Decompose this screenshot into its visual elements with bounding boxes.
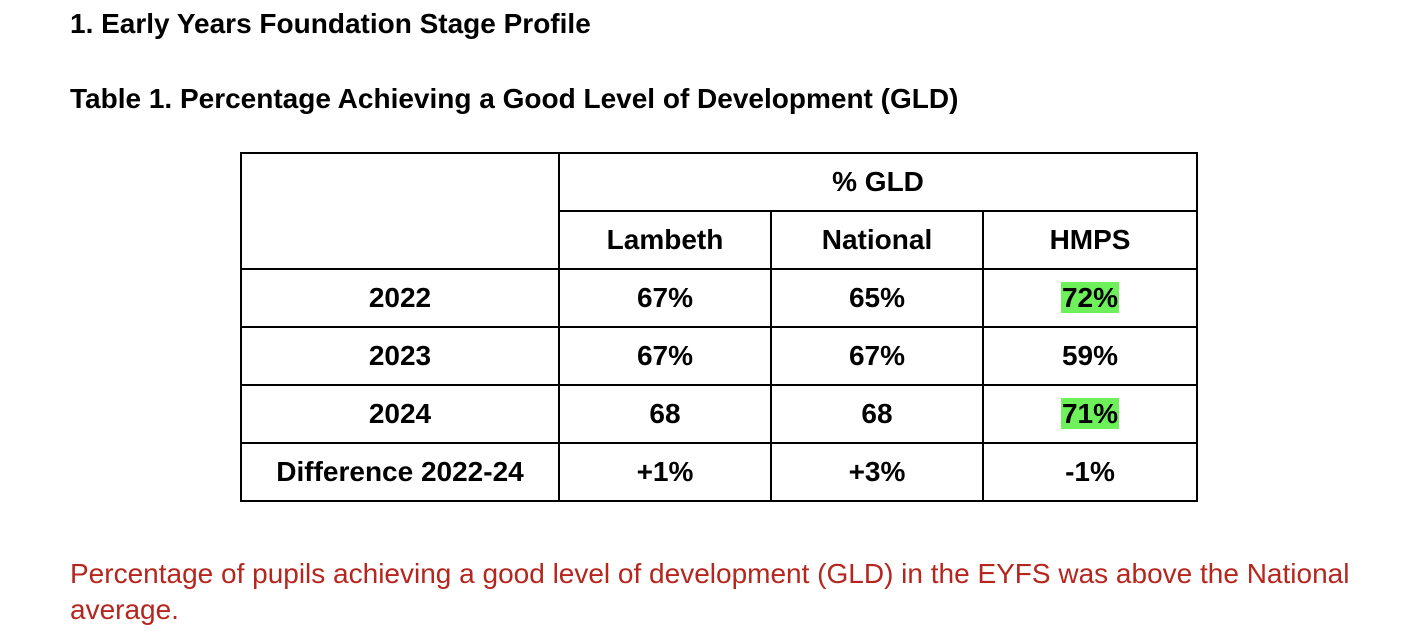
group-header-cell: % GLD (557, 152, 1199, 212)
cell-lambeth: +1% (558, 442, 772, 502)
row-label: 2023 (240, 326, 560, 386)
row-label: 2024 (240, 384, 560, 444)
gld-table: % GLD Lambeth National HMPS 2022 67% 65%… (240, 152, 1199, 502)
cell-lambeth: 68 (558, 384, 772, 444)
summary-note: Percentage of pupils achieving a good le… (70, 558, 1350, 625)
column-header-national: National (770, 210, 984, 270)
section-heading: 1. Early Years Foundation Stage Profile (70, 8, 591, 39)
table-row: Difference 2022-24 +1% +3% -1% (240, 442, 1199, 502)
cell-hmps: -1% (981, 442, 1199, 502)
column-header-lambeth: Lambeth (558, 210, 772, 270)
table-subheader-row: Lambeth National HMPS (241, 210, 1199, 270)
table-row: 2023 67% 67% 59% (240, 326, 1199, 386)
cell-national: 65% (770, 268, 984, 328)
highlighted-value: 72% (1060, 282, 1120, 313)
table-row: 2022 67% 65% 72% (240, 268, 1199, 328)
table-row: 2024 68 68 71% (240, 384, 1199, 444)
cell-hmps: 72% (981, 268, 1199, 328)
table-caption: Table 1. Percentage Achieving a Good Lev… (70, 83, 959, 114)
table-header-row: % GLD (240, 152, 1199, 270)
highlighted-value: 71% (1060, 398, 1120, 429)
column-header-hmps: HMPS (981, 210, 1199, 270)
cell-national: +3% (770, 442, 984, 502)
row-label: Difference 2022-24 (240, 442, 560, 502)
empty-corner-cell (240, 152, 560, 270)
row-label: 2022 (240, 268, 560, 328)
cell-hmps: 59% (981, 326, 1199, 386)
cell-lambeth: 67% (558, 268, 772, 328)
cell-lambeth: 67% (558, 326, 772, 386)
cell-national: 67% (770, 326, 984, 386)
cell-national: 68 (770, 384, 984, 444)
cell-hmps: 71% (981, 384, 1199, 444)
